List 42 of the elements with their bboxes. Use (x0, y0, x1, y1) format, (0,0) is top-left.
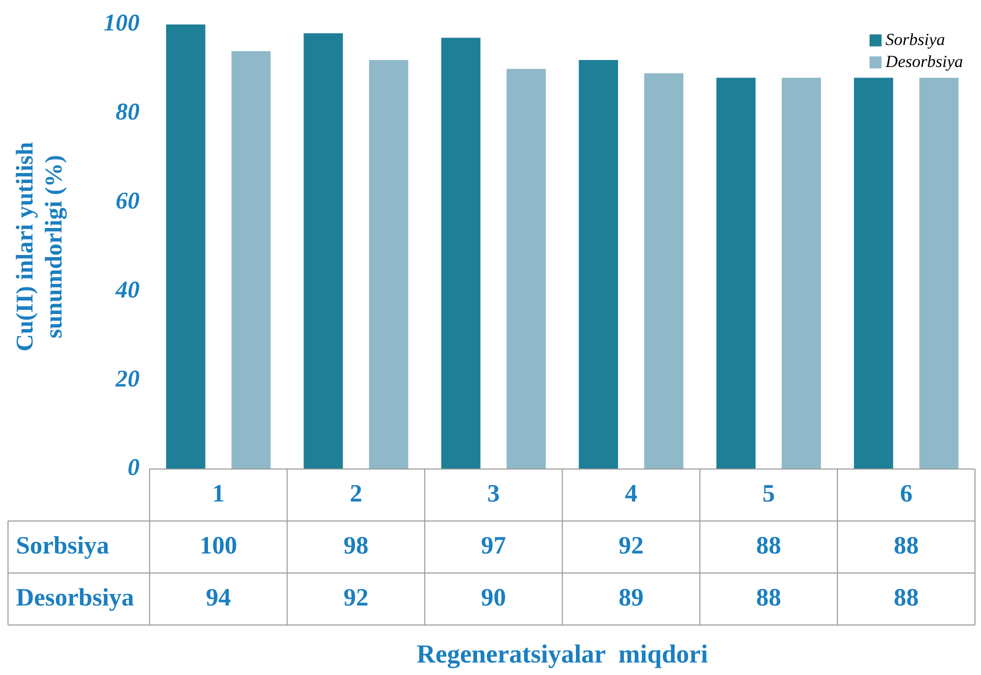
data-label: 98 (343, 532, 368, 560)
data-label: 92 (618, 532, 644, 560)
x-tick-label: 6 (900, 480, 912, 508)
x-tick-label: 5 (762, 480, 775, 508)
text: Regeneratsiyalar miqdori (416, 640, 708, 669)
data-label: 89 (618, 584, 644, 612)
bar (716, 78, 756, 469)
bar (369, 60, 408, 469)
bar (782, 78, 821, 469)
text: Desorbsiya (16, 584, 134, 612)
data-label: 88 (756, 584, 782, 612)
y-tick-label: 20 (114, 366, 140, 392)
legend-label: Sorbsiya (886, 30, 946, 49)
bar (578, 60, 618, 469)
y-tick-label: 0 (128, 455, 140, 482)
x-tick-label: 1 (212, 480, 225, 508)
data-label: 92 (343, 584, 368, 612)
bar (304, 33, 343, 469)
bar (166, 24, 206, 469)
data-label: 100 (200, 532, 238, 560)
text: Sorbsiya (16, 532, 110, 560)
x-tick-label: 4 (624, 480, 638, 508)
bar (441, 38, 480, 469)
legend-label: Desorbsiya (884, 52, 964, 71)
x-tick-label: 3 (487, 480, 500, 508)
data-label: 94 (206, 584, 232, 612)
bar (919, 78, 958, 469)
x-tick-label: 2 (350, 480, 362, 508)
data-label: 90 (481, 584, 506, 612)
y-tick-label: 100 (104, 10, 140, 37)
data-label: 88 (894, 584, 919, 612)
y-tick-label: 40 (114, 277, 140, 304)
y-axis-title: Cu(II) inlari yutilish sunumdorligi (%) (12, 142, 68, 352)
bar (644, 73, 684, 469)
data-label: 88 (894, 532, 919, 560)
data-label: 97 (481, 532, 506, 560)
y-tick-label: 80 (116, 100, 140, 126)
data-label: 88 (756, 532, 782, 560)
y-tick-label: 60 (116, 188, 140, 214)
bar (506, 68, 546, 469)
bar (854, 78, 894, 469)
bar (231, 51, 271, 469)
